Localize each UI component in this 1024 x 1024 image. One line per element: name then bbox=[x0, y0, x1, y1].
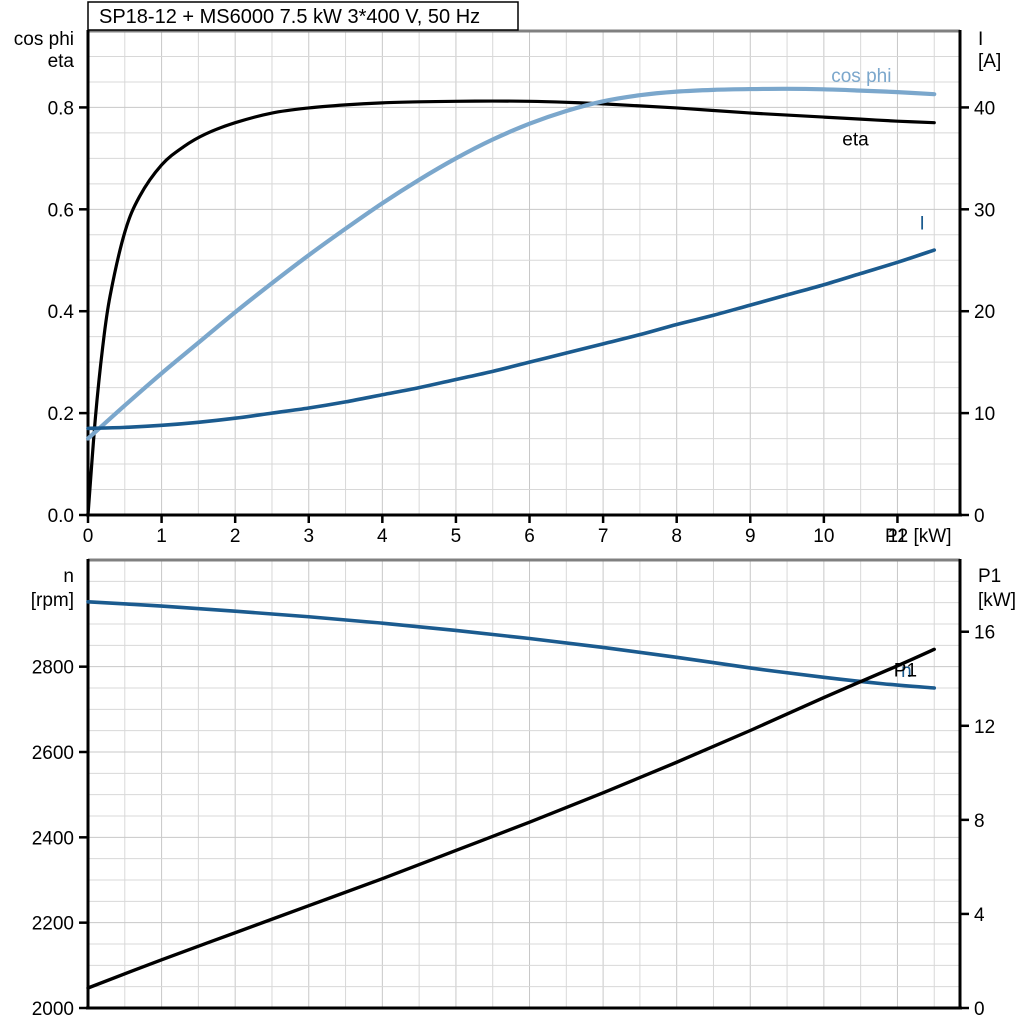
y-axis-left-title-line2: eta bbox=[48, 51, 75, 72]
x-tick-label: 2 bbox=[230, 526, 241, 547]
x-tick-label: 0 bbox=[83, 526, 94, 547]
y-tick-label-left: 2600 bbox=[32, 743, 74, 764]
y-tick-label-left: 0.2 bbox=[48, 404, 74, 425]
x-tick-label: 3 bbox=[303, 526, 314, 547]
series-curves bbox=[85, 86, 937, 517]
x-tick-label: 8 bbox=[671, 526, 682, 547]
x-tick-label: 7 bbox=[598, 526, 609, 547]
x-tick-label: 6 bbox=[524, 526, 535, 547]
y-tick-label-right: 12 bbox=[974, 717, 995, 738]
y-tick-label-right: 16 bbox=[974, 623, 995, 644]
y-axis-left-title-line2: [rpm] bbox=[31, 590, 74, 611]
series-label-eta: eta bbox=[842, 130, 869, 151]
y-tick-label-left: 2200 bbox=[32, 914, 74, 935]
series-labels: cos phi eta I bbox=[831, 66, 925, 235]
series-label-current: I bbox=[920, 214, 925, 235]
x-tick-label: 4 bbox=[377, 526, 388, 547]
top-chart: 0.0 0.2 0.4 0.6 0.8 0 10 20 30 40 0 1 2 3 4 5 6 7 8 9 10 11P2… bbox=[14, 29, 1001, 547]
y-tick-label-left: 2400 bbox=[32, 828, 74, 849]
y-tick-label-right: 0 bbox=[974, 506, 985, 527]
y-tick-label-right: 40 bbox=[974, 98, 995, 119]
y-axis-right-ticks: 0 10 20 30 40 bbox=[960, 98, 995, 527]
y-axis-left-ticks: 0.0 0.2 0.4 0.6 0.8 bbox=[48, 98, 88, 527]
y-axis-right-title-line2: [kW] bbox=[978, 590, 1016, 611]
chart-title-box bbox=[87, 1, 519, 31]
chart-title: SP18-12 + MS6000 7.5 kW 3*400 V, 50 Hz bbox=[87, 1, 519, 31]
y-axis-right-title-line2: [A] bbox=[978, 51, 1001, 72]
series-curve-current bbox=[86, 248, 937, 431]
y-axis-left-title-line1: cos phi bbox=[14, 29, 74, 50]
series-label-p1: P1 bbox=[894, 661, 917, 682]
y-axis-left-ticks: 2000 2200 2400 2600 2800 bbox=[32, 658, 88, 1020]
y-tick-label-left: 0.6 bbox=[48, 200, 74, 221]
x-axis-ticks: 0 1 2 3 4 5 6 7 8 9 10 11 bbox=[83, 515, 908, 547]
series-curve-speed bbox=[86, 600, 937, 690]
y-axis-right-title-line1: P1 bbox=[978, 566, 1001, 587]
y-axis-right-title-line1: I bbox=[978, 29, 983, 50]
y-tick-label-left: 2800 bbox=[32, 658, 74, 679]
y-tick-label-right: 0 bbox=[974, 999, 985, 1020]
y-axis-right-ticks: 0 4 8 12 16 bbox=[960, 623, 995, 1020]
y-tick-label-right: 8 bbox=[974, 811, 985, 832]
y-tick-label-right: 10 bbox=[974, 404, 995, 425]
y-tick-label-left: 0.4 bbox=[48, 302, 75, 323]
y-tick-label-right: 4 bbox=[974, 905, 985, 926]
series-label-cos-phi: cos phi bbox=[831, 66, 891, 87]
series-labels-bottom: nP1 bbox=[894, 661, 917, 682]
x-axis-title: P2 [kW] bbox=[885, 526, 952, 547]
x-tick-label: 9 bbox=[745, 526, 756, 547]
y-tick-label-left: 2000 bbox=[32, 999, 74, 1020]
y-tick-label-right: 20 bbox=[974, 302, 995, 323]
y-tick-label-left: 0.0 bbox=[48, 506, 74, 527]
gridlines bbox=[88, 559, 960, 1008]
series-curves bbox=[86, 600, 937, 990]
gridlines bbox=[88, 30, 960, 515]
chart-title-text: SP18-12 + MS6000 7.5 kW 3*400 V, 50 Hz bbox=[99, 6, 480, 28]
series-curve-p1 bbox=[86, 647, 936, 990]
series-curve-eta bbox=[86, 99, 936, 517]
y-tick-label-right: 30 bbox=[974, 200, 995, 221]
series-curve-cos_phi bbox=[85, 86, 937, 441]
y-axis-left-title-line1: n bbox=[63, 566, 74, 587]
y-tick-label-left: 0.8 bbox=[48, 98, 74, 119]
bottom-chart: 2000 2200 2400 2600 2800 0 4 8 12 16 n [rpm] P1 [kW] bbox=[31, 558, 1016, 1020]
x-tick-label: 11 bbox=[888, 526, 908, 547]
x-tick-label: 5 bbox=[451, 526, 462, 547]
x-tick-label: 1 bbox=[156, 526, 167, 547]
series-label-speed: n bbox=[901, 661, 912, 682]
x-tick-label: 10 bbox=[813, 526, 834, 547]
